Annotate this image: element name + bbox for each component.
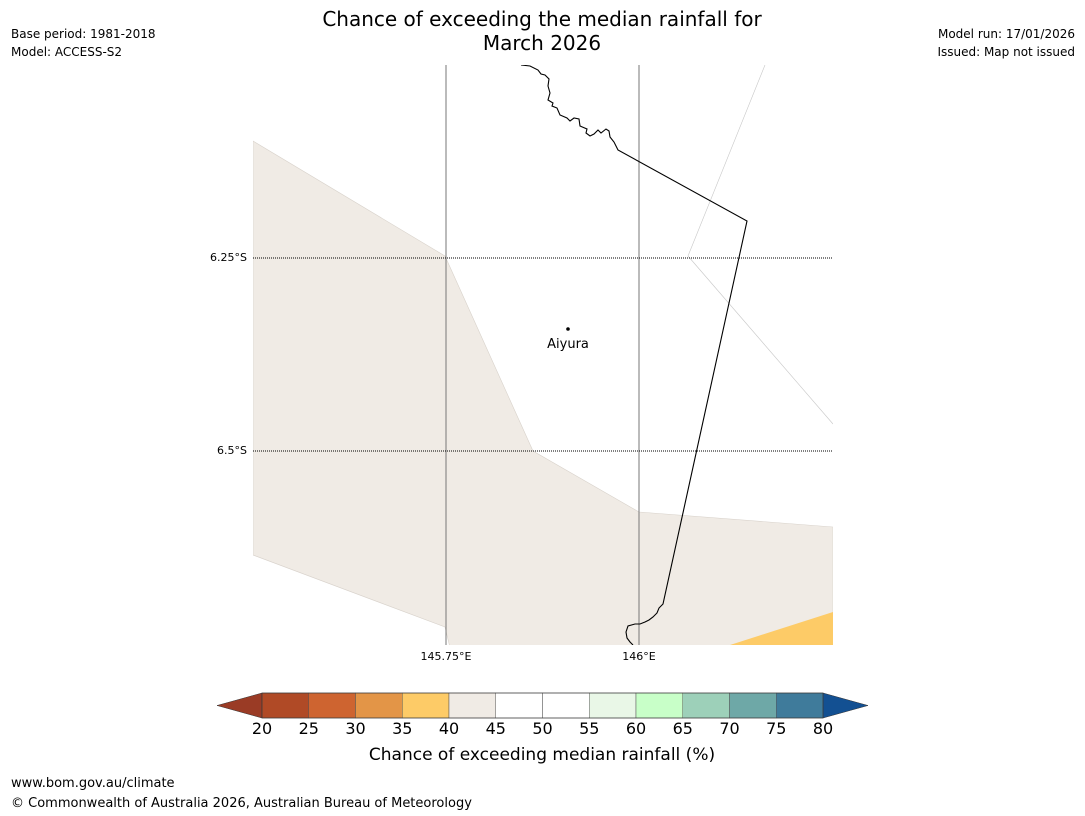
copyright-text: © Commonwealth of Australia 2026, Austra…	[11, 796, 472, 811]
colorbar-tick-65: 65	[672, 719, 693, 738]
colorbar-bin-20-25	[261, 692, 309, 719]
meta-right: Model run: 17/01/2026 Issued: Map not is…	[937, 25, 1075, 61]
region-35-40	[730, 612, 833, 645]
lon-tick-146: 146°E	[622, 650, 656, 663]
meta-left: Base period: 1981-2018 Model: ACCESS-S2	[11, 25, 156, 61]
issued-status: Issued: Map not issued	[937, 45, 1075, 59]
colorbar-tick-35: 35	[392, 719, 413, 738]
title-line-1: Chance of exceeding the median rainfall …	[322, 7, 762, 31]
colorbar	[216, 692, 869, 719]
colorbar-tick-75: 75	[766, 719, 787, 738]
aiyura-marker	[566, 327, 570, 331]
title-line-2: March 2026	[482, 31, 602, 55]
region-outline	[687, 255, 833, 425]
colorbar-bin-75-80	[776, 692, 824, 719]
place-label-aiyura: Aiyura	[547, 337, 589, 352]
colorbar-bin-25-30	[308, 692, 356, 719]
colorbar-tick-70: 70	[719, 719, 740, 738]
region-outline	[687, 65, 766, 257]
map-title: Chance of exceeding the median rainfall …	[292, 7, 792, 55]
colorbar-title: Chance of exceeding median rainfall (%)	[368, 745, 716, 765]
colorbar-tick-20: 20	[251, 719, 273, 738]
website-link[interactable]: www.bom.gov.au/climate	[11, 776, 175, 791]
lon-tick-145-75: 145.75°E	[420, 650, 472, 663]
colorbar-frame	[261, 692, 824, 719]
colorbar-tick-50: 50	[532, 719, 553, 738]
colorbar-low-extend	[216, 692, 263, 719]
colorbar-high-extend	[822, 692, 869, 719]
colorbar-bin-45-50	[495, 692, 543, 719]
model-name: Model: ACCESS-S2	[11, 45, 123, 59]
colorbar-tick-60: 60	[625, 719, 647, 738]
lat-tick-6-25: 6.25°S	[210, 251, 247, 264]
colorbar-bin-65-70	[682, 692, 730, 719]
colorbar-tick-40: 40	[438, 719, 460, 738]
lat-tick-6-5: 6.5°S	[217, 444, 247, 457]
colorbar-tick-55: 55	[579, 719, 600, 738]
colorbar-tick-80: 80	[812, 719, 834, 738]
colorbar-tick-25: 25	[298, 719, 319, 738]
colorbar-bin-60-65	[635, 692, 683, 719]
region-40-45	[253, 140, 833, 645]
colorbar-bin-50-55	[542, 692, 590, 719]
boundary-line	[520, 65, 748, 645]
colorbar-bin-55-60	[589, 692, 637, 719]
colorbar-tick-30: 30	[345, 719, 366, 738]
model-run: Model run: 17/01/2026	[937, 27, 1075, 41]
colorbar-bin-40-45	[448, 692, 496, 719]
colorbar-bin-30-35	[355, 692, 403, 719]
map-area	[253, 65, 833, 645]
colorbar-bin-35-40	[402, 692, 450, 719]
base-period: Base period: 1981-2018	[11, 27, 156, 41]
colorbar-tick-45: 45	[485, 719, 506, 738]
colorbar-bin-70-75	[729, 692, 777, 719]
